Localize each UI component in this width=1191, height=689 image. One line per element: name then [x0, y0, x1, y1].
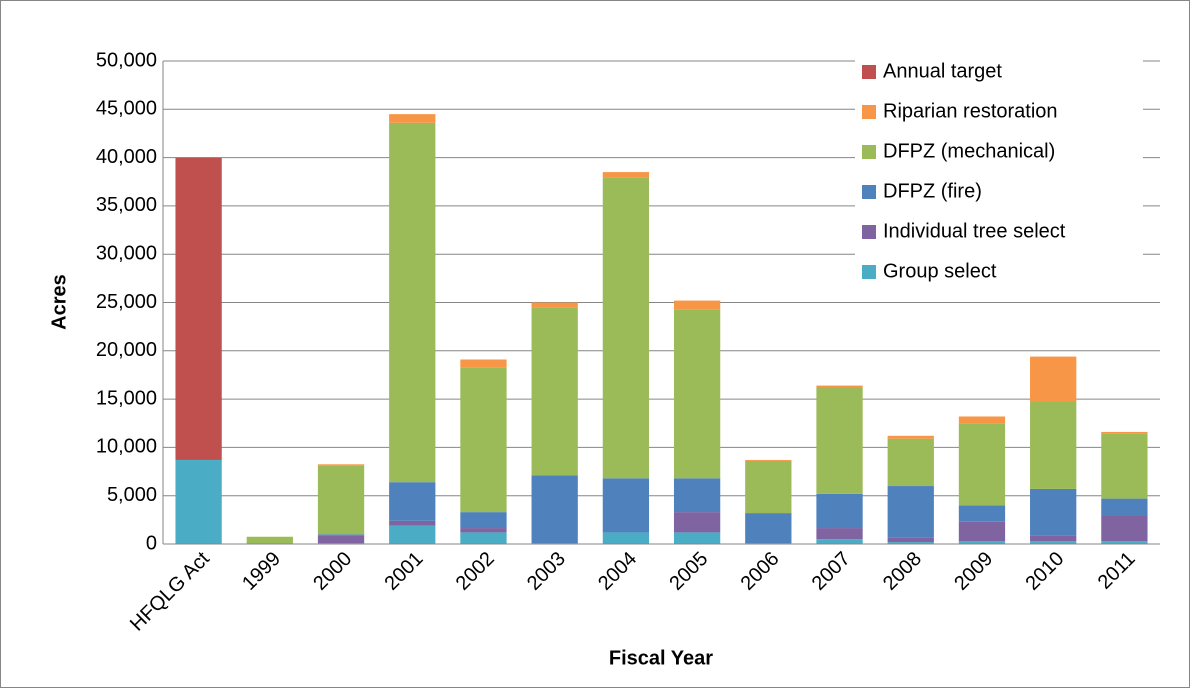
bar-segment	[531, 475, 578, 544]
legend-label: Individual tree select	[883, 220, 1066, 242]
bar-segment	[887, 537, 934, 543]
legend-swatch	[862, 185, 876, 199]
legend-swatch	[862, 225, 876, 239]
bar-segment	[1030, 535, 1077, 542]
bar-segment	[1101, 431, 1148, 434]
bar-segment	[175, 459, 222, 544]
bar-segment	[745, 460, 792, 514]
bar-segment	[673, 300, 721, 310]
bar-segment	[317, 535, 365, 544]
bar-segment	[175, 157, 222, 460]
legend-label: Annual target	[883, 60, 1002, 82]
bar-segment	[460, 359, 507, 368]
y-tick-label: 10,000	[96, 436, 157, 458]
bar-segment	[1030, 401, 1077, 489]
y-tick-label: 25,000	[96, 291, 157, 313]
bar-segment	[1030, 488, 1077, 536]
bar-segment	[816, 539, 863, 544]
y-tick-label: 45,000	[96, 98, 157, 120]
legend-swatch	[862, 65, 876, 79]
bar-segment	[531, 302, 578, 308]
bar-segment	[460, 532, 507, 544]
bar-segment	[745, 459, 792, 461]
bar-segment	[816, 528, 863, 540]
legend-label: DFPZ (fire)	[883, 180, 982, 202]
bar-segment	[745, 513, 792, 544]
bar-segment	[816, 385, 863, 388]
bar-segment	[673, 478, 721, 513]
bar-segment	[389, 482, 436, 521]
y-tick-label: 30,000	[96, 242, 157, 264]
bar-segment	[958, 416, 1006, 424]
x-axis-title: Fiscal Year	[609, 647, 713, 669]
bar-segment	[958, 505, 1006, 522]
bar-segment	[602, 172, 650, 178]
bar-segment	[887, 486, 934, 538]
bar-segment	[1101, 515, 1148, 542]
bar-segment	[958, 541, 1006, 544]
bar-segment	[887, 435, 934, 439]
y-tick-label: 50,000	[96, 49, 157, 71]
bar-segment	[389, 520, 436, 526]
bar-segment	[673, 532, 721, 544]
bar-segment	[460, 512, 507, 529]
bar-segment	[389, 122, 436, 483]
y-tick-label: 15,000	[96, 387, 157, 409]
bar-segment	[1030, 541, 1077, 544]
y-axis-title: Acres	[48, 274, 70, 330]
bar-segment	[317, 465, 365, 535]
bar-segment	[816, 387, 863, 494]
bar-segment	[1101, 433, 1148, 499]
legend-box	[855, 52, 1143, 290]
bar-segment	[1101, 541, 1148, 544]
bar-segment	[317, 464, 365, 466]
bar-segment	[887, 438, 934, 487]
legend-label: DFPZ (mechanical)	[883, 140, 1055, 162]
bar-segment	[602, 478, 650, 533]
legend-swatch	[862, 145, 876, 159]
bar-segment	[460, 528, 507, 533]
y-tick-label: 0	[146, 532, 157, 554]
bar-segment	[673, 512, 721, 533]
legend-label: Group select	[883, 260, 997, 282]
bar-segment	[673, 309, 721, 479]
legend-label: Riparian restoration	[883, 100, 1058, 122]
bar-segment	[1101, 498, 1148, 516]
bar-segment	[958, 423, 1006, 506]
bar-segment	[460, 367, 507, 513]
bar-segment	[1030, 356, 1077, 402]
bar-segment	[246, 536, 293, 544]
bar-segment	[317, 534, 365, 536]
bar-segment	[887, 542, 934, 544]
y-tick-label: 20,000	[96, 339, 157, 361]
legend-swatch	[862, 105, 876, 119]
legend-swatch	[862, 265, 876, 279]
bar-segment	[531, 307, 578, 476]
bar-segment	[816, 493, 863, 529]
bar-segment	[389, 525, 436, 544]
bar-segment	[389, 114, 436, 123]
y-tick-label: 5,000	[107, 484, 157, 506]
y-tick-label: 35,000	[96, 194, 157, 216]
bar-segment	[602, 177, 650, 479]
bar-segment	[958, 521, 1006, 542]
y-tick-label: 40,000	[96, 146, 157, 168]
bar-segment	[602, 532, 650, 544]
